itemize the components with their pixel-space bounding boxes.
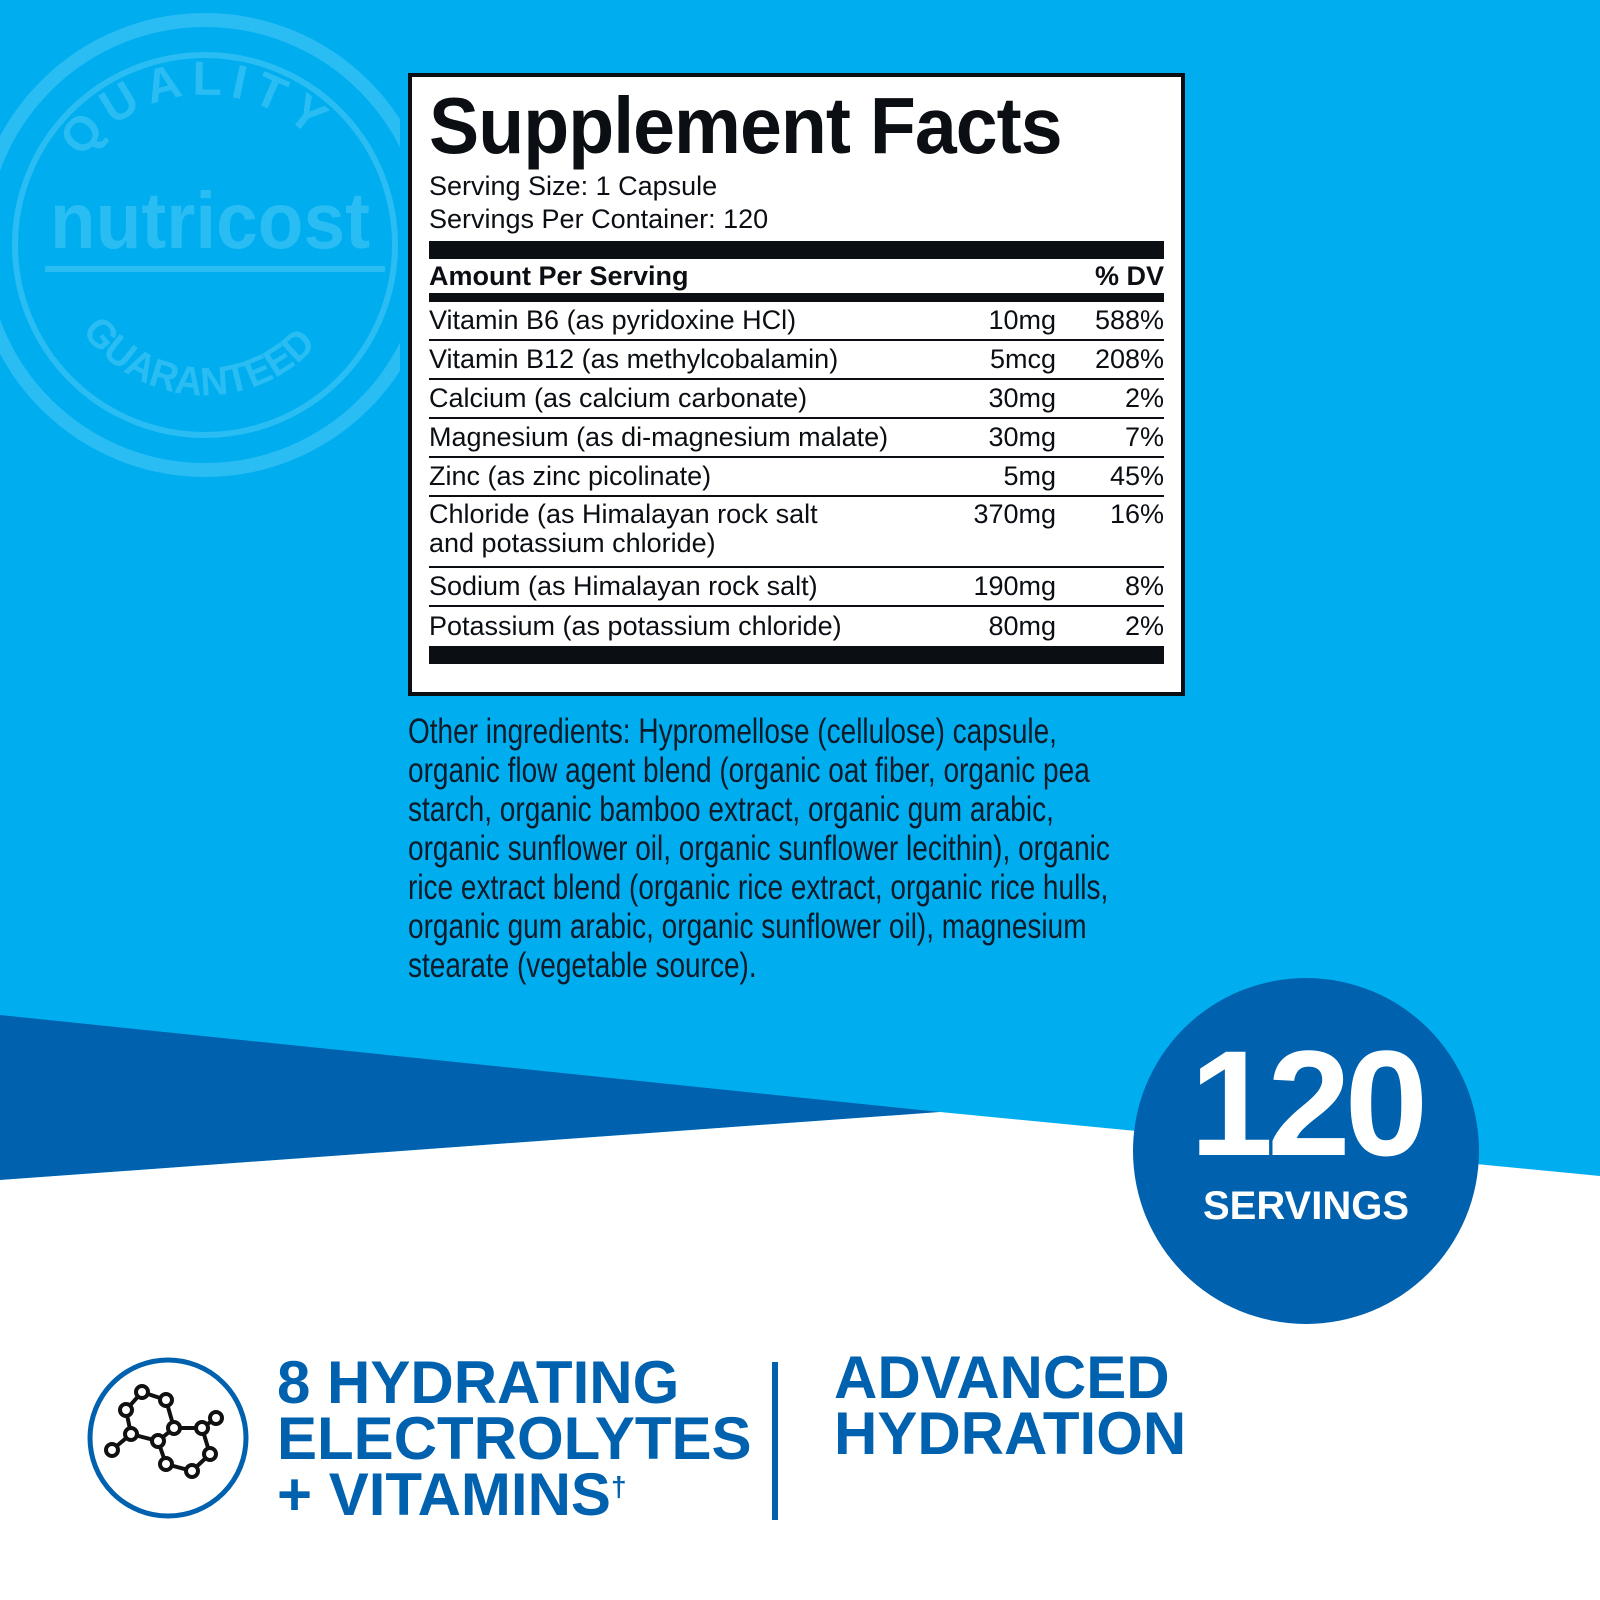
nutrient-dv: 208% (1094, 344, 1164, 374)
divider-bar (429, 241, 1164, 259)
feature-line: + VITAMINS (277, 1461, 611, 1528)
nutrient-name: Zinc (as zinc picolinate) (429, 461, 712, 491)
servings-label: SERVINGS (1203, 1184, 1409, 1228)
header-amount: Amount Per Serving (429, 260, 689, 291)
quality-guaranteed-watermark: QUALITY nutricost GUARANTEED (0, 13, 400, 477)
divider-bar (429, 293, 1164, 302)
nutrient-dv: 2% (1124, 383, 1164, 413)
tagline: ADVANCED HYDRATION (834, 1344, 1187, 1467)
ingredients-line: stearate (vegetable source). (408, 946, 757, 985)
header-dv: % DV (1094, 260, 1164, 291)
servings-badge: 120 SERVINGS (1133, 978, 1479, 1324)
feature-text: 8 HYDRATING ELECTROLYTES + VITAMINS† (277, 1349, 752, 1525)
nutrient-name: Vitamin B6 (as pyridoxine HCl) (429, 305, 797, 335)
nutrient-dv: 7% (1124, 422, 1164, 452)
nutrient-amount: 80mg (988, 611, 1056, 641)
nutrient-amount: 10mg (988, 305, 1056, 335)
divider-bar (429, 646, 1164, 664)
serving-size: Serving Size: 1 Capsule (429, 171, 718, 201)
servings-per-container: Servings Per Container: 120 (429, 204, 769, 234)
nutrient-dv: 45% (1109, 461, 1164, 491)
supplement-facts-panel: Supplement Facts Serving Size: 1 Capsule… (408, 73, 1185, 696)
ingredients-line: organic gum arabic, organic sunflower oi… (408, 907, 1087, 946)
nutrient-row: Calcium (as calcium carbonate) 30mg 2% (429, 380, 1164, 419)
ingredients-line: Other ingredients: Hypromellose (cellulo… (408, 712, 1057, 751)
nutrient-name: Magnesium (as di-magnesium malate) (429, 422, 889, 452)
ingredients-line: organic sunflower oil, organic sunflower… (408, 829, 1110, 868)
nutrient-row: Zinc (as zinc picolinate) 5mg 45% (429, 458, 1164, 497)
nutrient-dv: 8% (1124, 571, 1164, 601)
nutrient-dv: 16% (1109, 499, 1164, 529)
watermark-bottom-text: GUARANTEED (75, 309, 324, 405)
facts-title: Supplement Facts (429, 81, 1063, 170)
nutrient-name: Potassium (as potassium chloride) (429, 611, 842, 641)
tagline-line: HYDRATION (834, 1400, 1187, 1467)
nutrient-name: Calcium (as calcium carbonate) (429, 383, 808, 413)
nutrient-amount: 370mg (973, 499, 1056, 529)
feature-line: ELECTROLYTES (277, 1405, 752, 1472)
nutrient-amount: 5mcg (989, 344, 1056, 374)
ingredients-line: organic flow agent blend (organic oat fi… (408, 751, 1090, 790)
nutrient-dv: 2% (1124, 611, 1164, 641)
svg-text:QUALITY: QUALITY (50, 53, 336, 166)
servings-number: 120 (1189, 1019, 1428, 1187)
facts-header-row: Amount Per Serving % DV (429, 259, 1164, 293)
nutrient-name: Vitamin B12 (as methylcobalamin) (429, 344, 839, 374)
feature-line: 8 HYDRATING (277, 1349, 680, 1416)
watermark-top-text: QUALITY (50, 53, 336, 166)
tagline-line: ADVANCED (834, 1344, 1170, 1411)
nutrient-row: Chloride (as Himalayan rock salt and pota… (429, 497, 1164, 568)
nutrient-row: Vitamin B12 (as methylcobalamin) 5mcg 208% (429, 341, 1164, 380)
other-ingredients: Other ingredients: Hypromellose (cellulo… (408, 712, 1110, 985)
nutrient-amount: 30mg (988, 422, 1056, 452)
nutrient-name: Sodium (as Himalayan rock salt) (429, 571, 818, 601)
nutrient-amount: 30mg (988, 383, 1056, 413)
nutrient-row: Vitamin B6 (as pyridoxine HCl) 10mg 588% (429, 302, 1164, 341)
dark-blue-band (0, 1015, 940, 1180)
ingredients-line: rice extract blend (organic rice extract… (408, 868, 1109, 907)
nutrient-amount: 190mg (973, 571, 1056, 601)
nutrient-dv: 588% (1094, 305, 1164, 335)
nutrient-row: Potassium (as potassium chloride) 80mg 2% (429, 607, 1164, 646)
watermark-brand: nutricost (50, 176, 370, 265)
molecule-icon (87, 1357, 249, 1519)
vertical-divider (772, 1362, 778, 1520)
nutrient-row: Magnesium (as di-magnesium malate) 30mg 7% (429, 419, 1164, 458)
nutrient-amount: 5mg (1003, 461, 1056, 491)
ingredients-line: starch, organic bamboo extract, organic … (408, 790, 1054, 829)
svg-text:GUARANTEED: GUARANTEED (75, 309, 324, 405)
nutrient-name: Chloride (as Himalayan rock salt and pota… (429, 499, 818, 558)
nutrient-row: Sodium (as Himalayan rock salt) 190mg 8% (429, 568, 1164, 607)
dagger-mark: † (610, 1471, 627, 1502)
